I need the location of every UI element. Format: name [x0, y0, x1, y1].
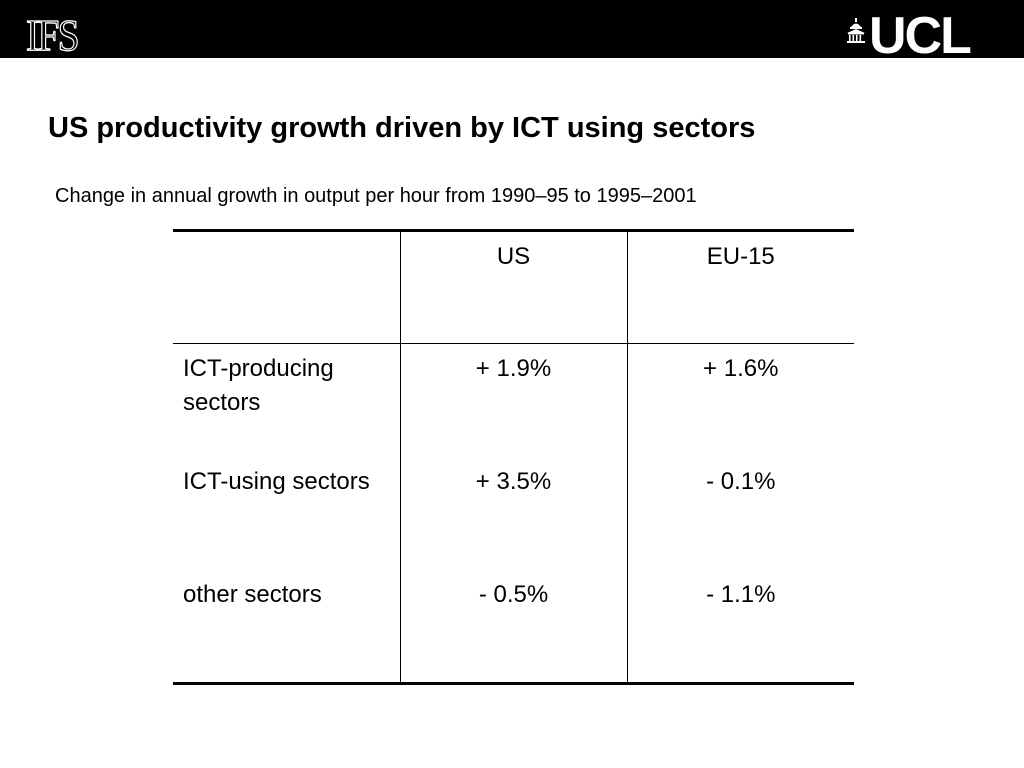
header-empty-cell [173, 231, 400, 344]
slide-title: US productivity growth driven by ICT usi… [48, 112, 756, 144]
header-us: US [399, 230, 627, 344]
table-header-row: US EU-15 [173, 230, 854, 344]
productivity-table: US EU-15 ICT-producing sectors + 1.9% + … [173, 229, 854, 685]
table-row: ICT-producing sectors + 1.9% + 1.6% [173, 343, 854, 457]
us-value: - 0.5% [399, 569, 627, 684]
ucl-logo-text: UCL [869, 7, 972, 65]
eu15-value: + 1.6% [626, 343, 854, 457]
row-label: ICT-producing sectors [183, 355, 334, 416]
table-subtitle: Change in annual growth in output per ho… [55, 185, 697, 207]
table-row: other sectors - 0.5% - 1.1% [173, 569, 854, 684]
row-label: ICT-using sectors [183, 467, 370, 495]
eu15-value: - 1.1% [626, 569, 854, 684]
ucl-portico-icon [847, 18, 865, 43]
eu15-value: - 0.1% [626, 456, 854, 570]
ucl-logo: UCL [846, 7, 972, 65]
ifs-logo: IFS [25, 11, 80, 60]
table-row: ICT-using sectors + 3.5% - 0.1% [173, 456, 854, 570]
row-label: other sectors [183, 580, 322, 608]
header-eu15: EU-15 [626, 230, 854, 344]
us-value: + 1.9% [399, 343, 627, 457]
header-bar: IFS UCL [0, 0, 1024, 65]
us-value: + 3.5% [399, 456, 627, 570]
